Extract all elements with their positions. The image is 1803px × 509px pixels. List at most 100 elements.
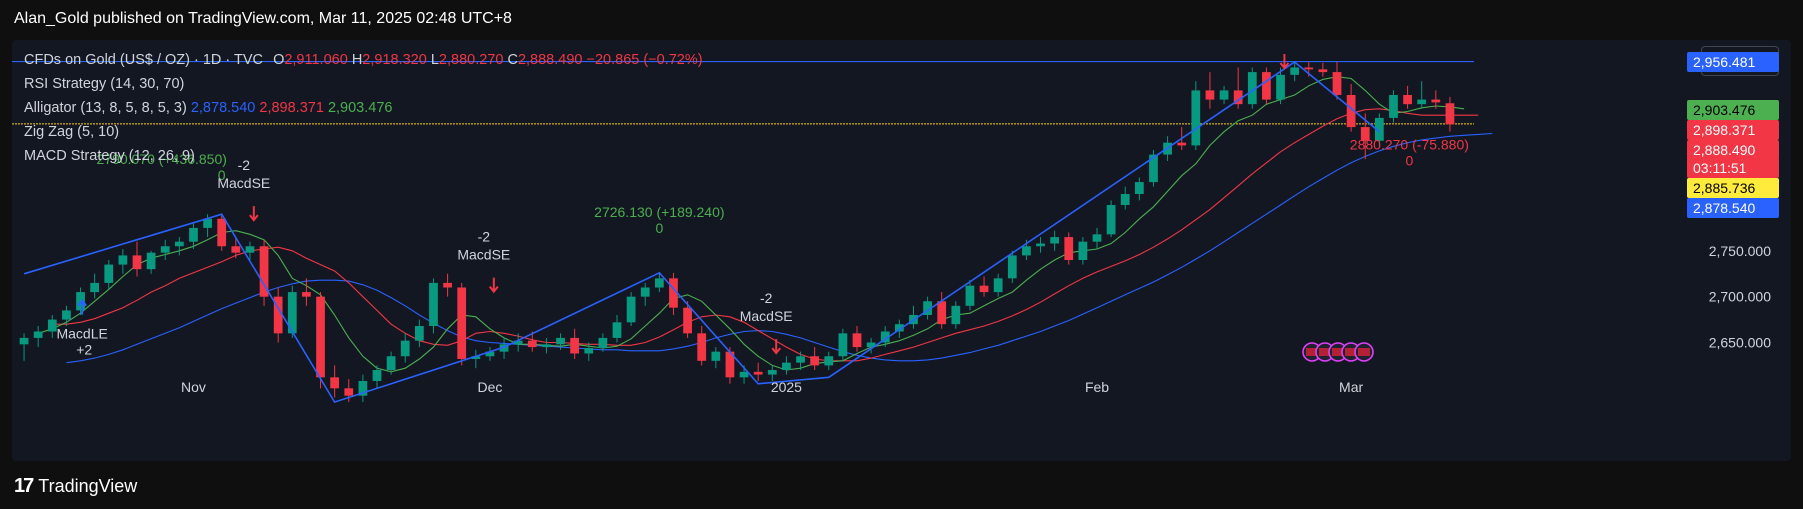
candle-body (1262, 72, 1271, 100)
candle-body (810, 356, 820, 366)
candle-body (1304, 67, 1314, 70)
candle-body (358, 381, 368, 396)
candle-body (1318, 69, 1328, 73)
price-tag: 2,885.736 (1687, 178, 1779, 199)
candle-body (19, 337, 29, 345)
candle-body (767, 370, 777, 375)
candle-body (640, 287, 650, 297)
candle-body (782, 362, 791, 370)
candle-body (584, 348, 594, 354)
candle-body (894, 324, 904, 332)
candle-body (259, 246, 269, 297)
sell-arrow-icon (489, 277, 499, 294)
x-tick-label: Mar (1339, 379, 1363, 395)
candle-body (485, 351, 495, 357)
candle-body (866, 342, 876, 348)
y-tick-label: 2,750.000 (1709, 243, 1771, 259)
zigzag-annotation: 2790.070 (+436.850) (97, 151, 227, 167)
zigzag-annotation: 0 (1405, 153, 1413, 169)
alligator-jaw-line (66, 132, 1493, 364)
candle-body (104, 264, 114, 283)
candle-body (626, 296, 636, 323)
candle-body (979, 285, 989, 293)
buy-arrow-icon (77, 299, 87, 315)
brand-name: TradingView (38, 476, 138, 496)
candle-body (598, 337, 608, 348)
signal-label: MacdLE (56, 326, 107, 342)
candle-body (1120, 194, 1130, 205)
candle-body (570, 337, 580, 354)
signal-label: MacdSE (217, 175, 270, 191)
candle-body (725, 351, 735, 378)
candle-body (499, 344, 509, 352)
candle-body (1276, 74, 1285, 100)
candle-body (217, 218, 227, 247)
candle-body (1064, 237, 1074, 260)
candle-body (1134, 182, 1144, 194)
candle-body (174, 241, 184, 247)
flag-stripes (1332, 348, 1344, 356)
rsi-indicator[interactable]: RSI Strategy (14, 30, 70) (24, 76, 185, 92)
flag-stripes (1358, 348, 1370, 356)
candle-body (993, 278, 1003, 293)
candle-body (880, 331, 890, 343)
candle-body (33, 331, 43, 338)
signal-value: +2 (76, 342, 92, 358)
candle-body (937, 301, 947, 325)
low-label: L (430, 52, 439, 68)
candle-body (1191, 90, 1201, 146)
close-value: 2,888.490 (517, 52, 583, 68)
open-value: 2,911.060 (284, 52, 348, 68)
candle-body (1360, 127, 1370, 141)
alligator-lips-line (38, 76, 1465, 373)
symbol-name[interactable]: CFDs on Gold (US$ / OZ) · 1D · TVC (24, 52, 264, 68)
candle-body (612, 322, 622, 338)
sell-arrow-icon (771, 339, 781, 355)
price-tag: 2,956.481 (1687, 51, 1779, 72)
candle-body (1177, 142, 1187, 146)
candle-body (1431, 99, 1441, 103)
zigzag-annotation: 2726.130 (+189.240) (594, 204, 724, 220)
candle-body (471, 356, 481, 359)
symbol-row: CFDs on Gold (US$ / OZ) · 1D · TVC O2,91… (24, 48, 703, 72)
candle-body (47, 319, 57, 332)
alligator-teeth-line (52, 108, 1479, 362)
zigzag-annotation: 0 (655, 220, 663, 236)
candle-body (62, 310, 71, 320)
chart-area[interactable]: 2790.070 (+436.850) 0 2726.130 (+189.240) 0… (12, 40, 1791, 461)
change-value: −20.865 (−0.72%) (586, 52, 703, 68)
flag-stripes (1319, 348, 1331, 356)
candle-body (302, 292, 311, 297)
candle-body (189, 227, 198, 242)
candle-body (711, 351, 721, 361)
candle-body (542, 344, 551, 348)
candle-body (344, 388, 354, 396)
price-tag: 2,903.476 (1687, 100, 1779, 121)
candle-body (1007, 255, 1017, 279)
y-tick-label: 2,700.000 (1709, 289, 1771, 305)
macd-indicator[interactable]: MACD Strategy (12, 26, 9) (24, 148, 195, 164)
zigzag-annotation: 0 (218, 167, 226, 183)
candle-body (697, 333, 707, 361)
candle-body (443, 282, 452, 288)
candle-body (1078, 241, 1088, 260)
zigzag-indicator[interactable]: Zig Zag (5, 10) (24, 124, 120, 140)
tradingview-logo[interactable]: 17 TradingView (14, 475, 137, 498)
price-tag: 2,888.490 (1687, 140, 1779, 161)
candle-body (527, 340, 537, 348)
signal-label: MacdSE (740, 308, 793, 324)
chart-legend: CFDs on Gold (US$ / OZ) · 1D · TVC O2,91… (24, 48, 703, 168)
candle-body (231, 246, 241, 253)
alligator-row[interactable]: Alligator (13, 8, 5, 8, 5, 3) 2,878.540 … (24, 96, 703, 120)
candle-body (852, 333, 862, 348)
candle-body (824, 356, 834, 366)
candle-body (1149, 154, 1158, 183)
x-tick-label: Feb (1085, 379, 1109, 395)
candle-body (739, 371, 749, 378)
candle-body (1233, 90, 1243, 105)
candle-body (1219, 90, 1229, 100)
candle-body (132, 255, 142, 270)
flag-stripes (1345, 348, 1357, 356)
candle-body (457, 287, 467, 359)
